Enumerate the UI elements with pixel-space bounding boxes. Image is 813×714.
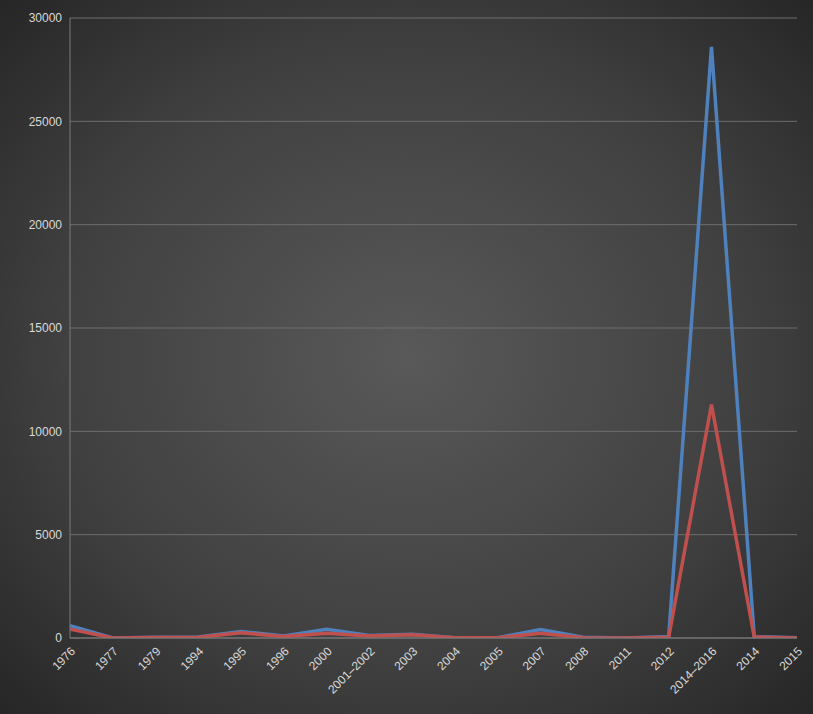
- svg-text:15000: 15000: [29, 321, 63, 335]
- svg-text:30000: 30000: [29, 11, 63, 25]
- svg-text:25000: 25000: [29, 115, 63, 129]
- svg-text:1995: 1995: [220, 644, 249, 673]
- svg-text:2008: 2008: [563, 644, 592, 673]
- svg-text:2001–2002: 2001–2002: [325, 644, 378, 697]
- svg-text:1977: 1977: [92, 644, 121, 673]
- svg-text:2004: 2004: [434, 644, 463, 673]
- svg-text:2005: 2005: [477, 644, 506, 673]
- svg-text:2014–2016: 2014–2016: [667, 644, 720, 697]
- svg-text:1976: 1976: [49, 644, 78, 673]
- svg-text:2011: 2011: [606, 644, 634, 672]
- svg-text:2012: 2012: [648, 644, 677, 673]
- svg-text:0: 0: [55, 631, 62, 645]
- svg-text:1994: 1994: [178, 644, 207, 673]
- svg-text:1996: 1996: [263, 644, 292, 673]
- svg-text:20000: 20000: [29, 218, 63, 232]
- svg-text:5000: 5000: [35, 528, 62, 542]
- svg-text:1979: 1979: [135, 644, 164, 673]
- svg-text:2014: 2014: [734, 644, 763, 673]
- svg-text:10000: 10000: [29, 425, 63, 439]
- svg-text:2003: 2003: [391, 644, 420, 673]
- svg-text:2007: 2007: [520, 644, 549, 673]
- svg-text:2000: 2000: [306, 644, 335, 673]
- svg-text:2015: 2015: [776, 644, 805, 673]
